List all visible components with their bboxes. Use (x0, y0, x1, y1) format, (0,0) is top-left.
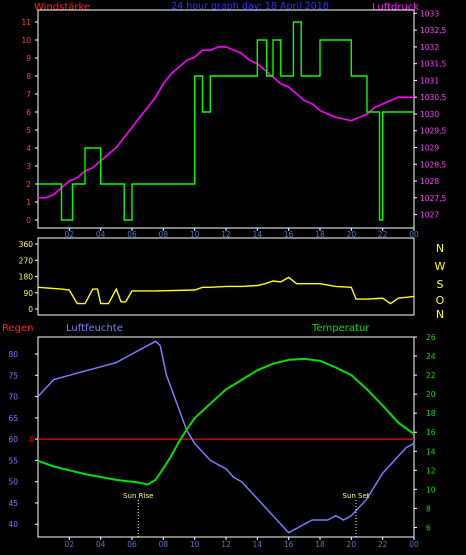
top-x-tick-label: 00 (409, 230, 419, 239)
bottom-right-tick-label: 24 (426, 352, 436, 361)
bottom-left-tick-label: 75 (8, 371, 18, 380)
top-left-tick-label: 7 (26, 90, 31, 99)
direction-letter-n-top: N (436, 242, 444, 255)
top-left-tick-label: 3 (26, 162, 31, 171)
rain-zero-label: 0 (29, 435, 34, 444)
bottom-x-tick-label: 06 (127, 540, 137, 549)
top-left-tick-label: 0 (26, 216, 31, 225)
direction-letter-s: S (437, 278, 444, 291)
bottom-right-tick-label: 8 (426, 504, 431, 513)
top-x-tick-label: 06 (127, 230, 137, 239)
top-x-tick-label: 22 (378, 230, 388, 239)
top-right-tick-label: 1030,5 (420, 93, 446, 102)
top-right-tick-label: 1032,5 (420, 26, 446, 35)
top-right-tick-label: 1030 (420, 110, 439, 119)
bottom-x-tick-label: 20 (347, 540, 357, 549)
bottom-left-tick-label: 40 (8, 520, 18, 529)
top-left-tick-label: 10 (21, 36, 31, 45)
bottom-right-tick-label: 16 (426, 428, 436, 437)
top-right-tick-label: 1028 (420, 177, 439, 186)
top-right-tick-label: 1029 (420, 144, 439, 153)
bottom-left-tick-label: 60 (8, 435, 18, 444)
top-left-tick-label: 6 (26, 108, 31, 117)
bottom-x-tick-label: 00 (409, 540, 419, 549)
top-x-tick-label: 18 (315, 230, 325, 239)
bottom-x-tick-label: 18 (315, 540, 325, 549)
bottom-left-tick-label: 50 (8, 478, 18, 487)
top-x-tick-label: 04 (96, 230, 106, 239)
top-x-tick-label: 14 (253, 230, 263, 239)
bottom-left-tick-label: 65 (8, 414, 18, 423)
wind-strength-series-line (38, 21, 414, 221)
bottom-right-tick-label: 6 (426, 523, 431, 532)
mid-tick-label: 180 (19, 273, 34, 282)
top-right-tick-label: 1027,5 (420, 194, 446, 203)
sunset-label: Sun Set (343, 492, 370, 500)
mid-tick-label: 360 (19, 240, 34, 249)
bottom-left-tick-label: 55 (8, 456, 18, 465)
top-x-tick-label: 12 (221, 230, 231, 239)
top-left-tick-label: 8 (26, 72, 31, 81)
bottom-left-tick-label: 45 (8, 499, 18, 508)
bottom-right-tick-label: 26 (426, 333, 436, 342)
direction-letter-w: W (435, 260, 446, 273)
wind-strength-label: Windstärke (34, 2, 90, 13)
direction-letter-o: O (436, 294, 445, 307)
bottom-left-tick-label: 70 (8, 393, 18, 402)
direction-letter-n-bottom: N (436, 308, 444, 321)
top-x-tick-label: 16 (284, 230, 294, 239)
top-right-tick-label: 1029,5 (420, 127, 446, 136)
temperature-label: Temperatur (311, 323, 370, 334)
bottom-x-tick-label: 04 (96, 540, 106, 549)
mid-tick-label: 0 (28, 305, 33, 314)
bottom-x-tick-label: 12 (221, 540, 231, 549)
top-x-tick-label: 10 (190, 230, 200, 239)
pressure-label: Luftdruck (372, 2, 419, 13)
top-left-tick-label: 2 (26, 180, 31, 189)
bottom-x-tick-label: 14 (253, 540, 263, 549)
bottom-right-tick-label: 18 (426, 409, 436, 418)
temperature-series-line (37, 357, 415, 486)
top-left-tick-label: 4 (26, 144, 31, 153)
mid-tick-label: 270 (19, 256, 34, 265)
bottom-x-tick-label: 10 (190, 540, 200, 549)
bottom-right-tick-label: 14 (426, 447, 436, 456)
humidity-series-line (37, 340, 415, 534)
top-right-tick-label: 1032 (420, 43, 439, 52)
rain-label: Regen (2, 323, 34, 334)
bottom-x-tick-label: 22 (378, 540, 388, 549)
humidity-label: Luftfeuchte (66, 323, 123, 334)
bottom-x-tick-label: 08 (159, 540, 169, 549)
top-right-tick-label: 1027 (420, 211, 439, 220)
top-left-tick-label: 9 (26, 54, 31, 63)
bottom-right-tick-label: 22 (426, 371, 436, 380)
top-left-tick-label: 11 (21, 18, 31, 27)
top-x-tick-label: 02 (65, 230, 75, 239)
top-right-tick-label: 1033 (420, 9, 439, 18)
bottom-x-tick-label: 16 (284, 540, 294, 549)
top-left-tick-label: 5 (26, 126, 31, 135)
top-x-tick-label: 20 (347, 230, 357, 239)
bottom-right-tick-label: 12 (426, 466, 436, 475)
bottom-left-tick-label: 80 (8, 350, 18, 359)
top-right-tick-label: 1028,5 (420, 160, 446, 169)
top-right-tick-label: 1031 (420, 76, 439, 85)
top-right-tick-label: 1031,5 (420, 60, 446, 69)
chart-title: 24 hour graph day: 18 April 2018 (171, 1, 329, 12)
mid-tick-label: 90 (23, 289, 33, 298)
bottom-right-tick-label: 20 (426, 390, 436, 399)
bottom-x-tick-label: 02 (65, 540, 75, 549)
top-x-tick-label: 08 (159, 230, 169, 239)
top-left-tick-label: 1 (26, 198, 31, 207)
wind-direction-series-line (37, 276, 415, 305)
sunrise-label: Sun Rise (123, 492, 153, 500)
bottom-right-tick-label: 10 (426, 485, 436, 494)
